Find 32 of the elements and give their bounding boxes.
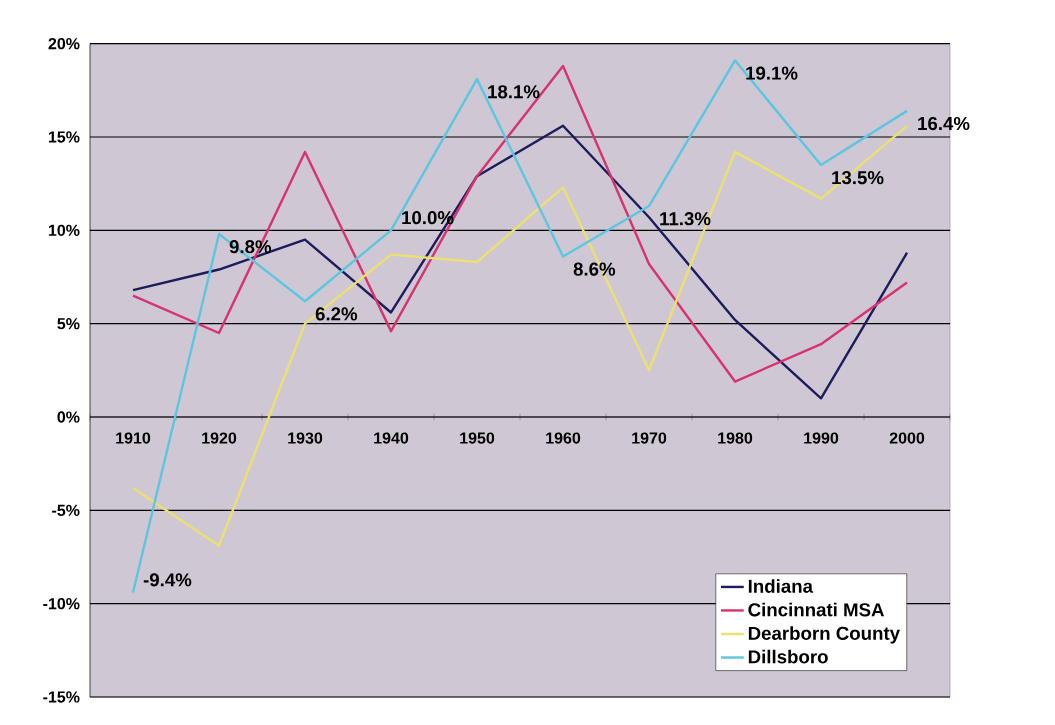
y-tick-label: 20% (48, 38, 80, 50)
data-label: 8.6% (573, 262, 616, 276)
y-tick-label: -5% (52, 504, 80, 516)
y-tick-label: -10% (43, 598, 80, 610)
legend-label: Dearborn County (748, 626, 900, 644)
x-tick-label: 1920 (202, 432, 237, 444)
x-tick-label: 1910 (116, 432, 151, 444)
data-label: 19.1% (746, 66, 798, 80)
data-label: 11.3% (660, 212, 711, 226)
y-tick-label: -15% (43, 691, 80, 703)
x-tick-label: 1970 (632, 432, 667, 444)
legend-label: Indiana (748, 579, 814, 593)
line-series (131, 64, 909, 383)
legend-label: Cincinnati MSA (748, 602, 885, 617)
data-label: 16.4% (918, 116, 970, 131)
y-tick-label: 10% (48, 224, 80, 236)
x-tick-label: 1990 (804, 432, 839, 444)
x-tick-label: 1960 (546, 432, 581, 444)
data-label: 6.2% (315, 307, 358, 321)
y-tick-label: 15% (48, 131, 80, 143)
x-tick-label: 1930 (288, 432, 323, 444)
data-label: 13.5% (832, 171, 884, 185)
data-label: 18.1% (488, 85, 540, 99)
x-tick-label: 1940 (374, 432, 409, 444)
x-tick-label: 2000 (889, 432, 925, 444)
legend-label: Dillsboro (748, 649, 828, 664)
x-tick-label: 1980 (718, 432, 753, 444)
data-label: -9.4% (143, 573, 192, 587)
x-tick-label: 1950 (460, 432, 495, 444)
line-series (131, 124, 909, 400)
y-tick-label: 5% (57, 318, 80, 330)
y-tick-label: 0% (57, 411, 80, 423)
